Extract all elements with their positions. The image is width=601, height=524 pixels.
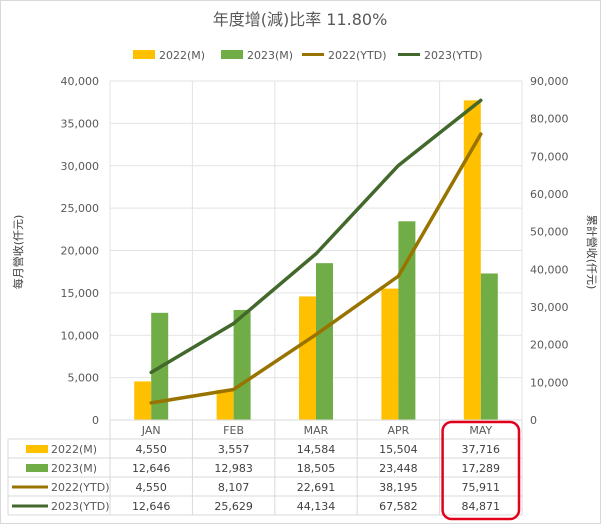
legend-label: 2022(M) (159, 49, 205, 62)
table-cell: 3,557 (218, 443, 250, 456)
y-right-tick-label: 30,000 (530, 301, 569, 314)
y-left-tick-label: 25,000 (61, 202, 100, 215)
bar (463, 100, 481, 420)
table-cell: 75,911 (462, 481, 501, 494)
series-line (149, 98, 483, 375)
category-label: MAY (469, 424, 492, 437)
table-cell: 38,195 (379, 481, 418, 494)
y-left-tick-label: 0 (92, 414, 99, 427)
table-series-name: 2023(M) (51, 462, 97, 475)
highlight-box (441, 420, 521, 521)
y-right-tick-label: 20,000 (530, 339, 569, 352)
y-axis-right: 0 10,000 20,000 30,000 40,000 50,000 60,000 70,… (530, 75, 569, 427)
table-cell: 12,646 (132, 462, 171, 475)
bar (381, 288, 399, 420)
y-axis-right-label: 累計營收(仟元) (585, 215, 599, 290)
table-cell: 44,134 (297, 500, 336, 513)
y-left-tick-label: 10,000 (61, 329, 100, 342)
legend-swatch (133, 50, 155, 59)
table-cell: 14,584 (297, 443, 336, 456)
table-cell: 8,107 (218, 481, 250, 494)
line-series (149, 98, 483, 405)
table-legend-key (26, 445, 48, 453)
chart-title: 年度增(減)比率 11.80% (213, 10, 388, 29)
category-label: APR (387, 424, 409, 437)
y-right-tick-label: 90,000 (530, 75, 569, 88)
table-cell: 22,691 (297, 481, 336, 494)
table-cell: 15,504 (379, 443, 418, 456)
table-cell: 4,550 (135, 481, 167, 494)
data-table: JAN FEB MAR APR MAY 2022(M) 4,550 3,557 14,584 15… (7, 419, 523, 516)
y-axis-left-label: 每月營收(仟元) (11, 215, 25, 290)
y-right-tick-label: 10,000 (530, 376, 569, 389)
legend-label: 2023(YTD) (424, 49, 483, 62)
legend-label: 2023(M) (247, 49, 293, 62)
bar (316, 263, 333, 420)
category-label: MAR (304, 424, 329, 437)
bar (134, 381, 152, 420)
bar (233, 309, 251, 420)
bar-series (134, 100, 498, 420)
legend: 2022(M) 2023(M) 2022(YTD) 2023(YTD) (133, 49, 483, 62)
table-cell: 84,871 (462, 500, 501, 513)
y-left-tick-label: 5,000 (68, 372, 100, 385)
y-right-tick-label: 0 (530, 414, 537, 427)
y-left-tick-label: 35,000 (61, 117, 100, 130)
legend-label: 2022(YTD) (328, 49, 387, 62)
table-cell: 12,646 (132, 500, 171, 513)
category-label: FEB (223, 424, 244, 437)
table-series-name: 2023(YTD) (51, 500, 110, 513)
y-right-tick-label: 50,000 (530, 226, 569, 239)
table-cell: 25,629 (214, 500, 253, 513)
table-cell: 37,716 (462, 443, 501, 456)
y-left-tick-label: 15,000 (61, 287, 100, 300)
y-right-tick-label: 60,000 (530, 188, 569, 201)
category-label: JAN (141, 424, 161, 437)
table-cell: 67,582 (379, 500, 418, 513)
legend-swatch (221, 50, 243, 59)
series-line (149, 132, 483, 405)
y-right-tick-label: 40,000 (530, 263, 569, 276)
table-cell: 4,550 (135, 443, 167, 456)
table-legend-key (26, 464, 48, 472)
table-cell: 18,505 (297, 462, 336, 475)
table-cell: 12,983 (214, 462, 253, 475)
table-series-name: 2022(M) (51, 443, 97, 456)
bar (299, 296, 316, 420)
table-series-name: 2022(YTD) (51, 481, 110, 494)
y-right-tick-label: 70,000 (530, 150, 569, 163)
y-axis-left: 0 5,000 10,000 15,000 20,000 25,000 30,000 35,0… (61, 75, 100, 427)
table-cell: 23,448 (379, 462, 418, 475)
table-cell: 17,289 (462, 462, 501, 475)
bar (480, 273, 498, 420)
bar (216, 389, 234, 420)
y-left-tick-label: 20,000 (61, 245, 100, 258)
y-left-tick-label: 40,000 (61, 75, 100, 88)
y-left-tick-label: 30,000 (61, 160, 100, 173)
y-right-tick-label: 80,000 (530, 113, 569, 126)
